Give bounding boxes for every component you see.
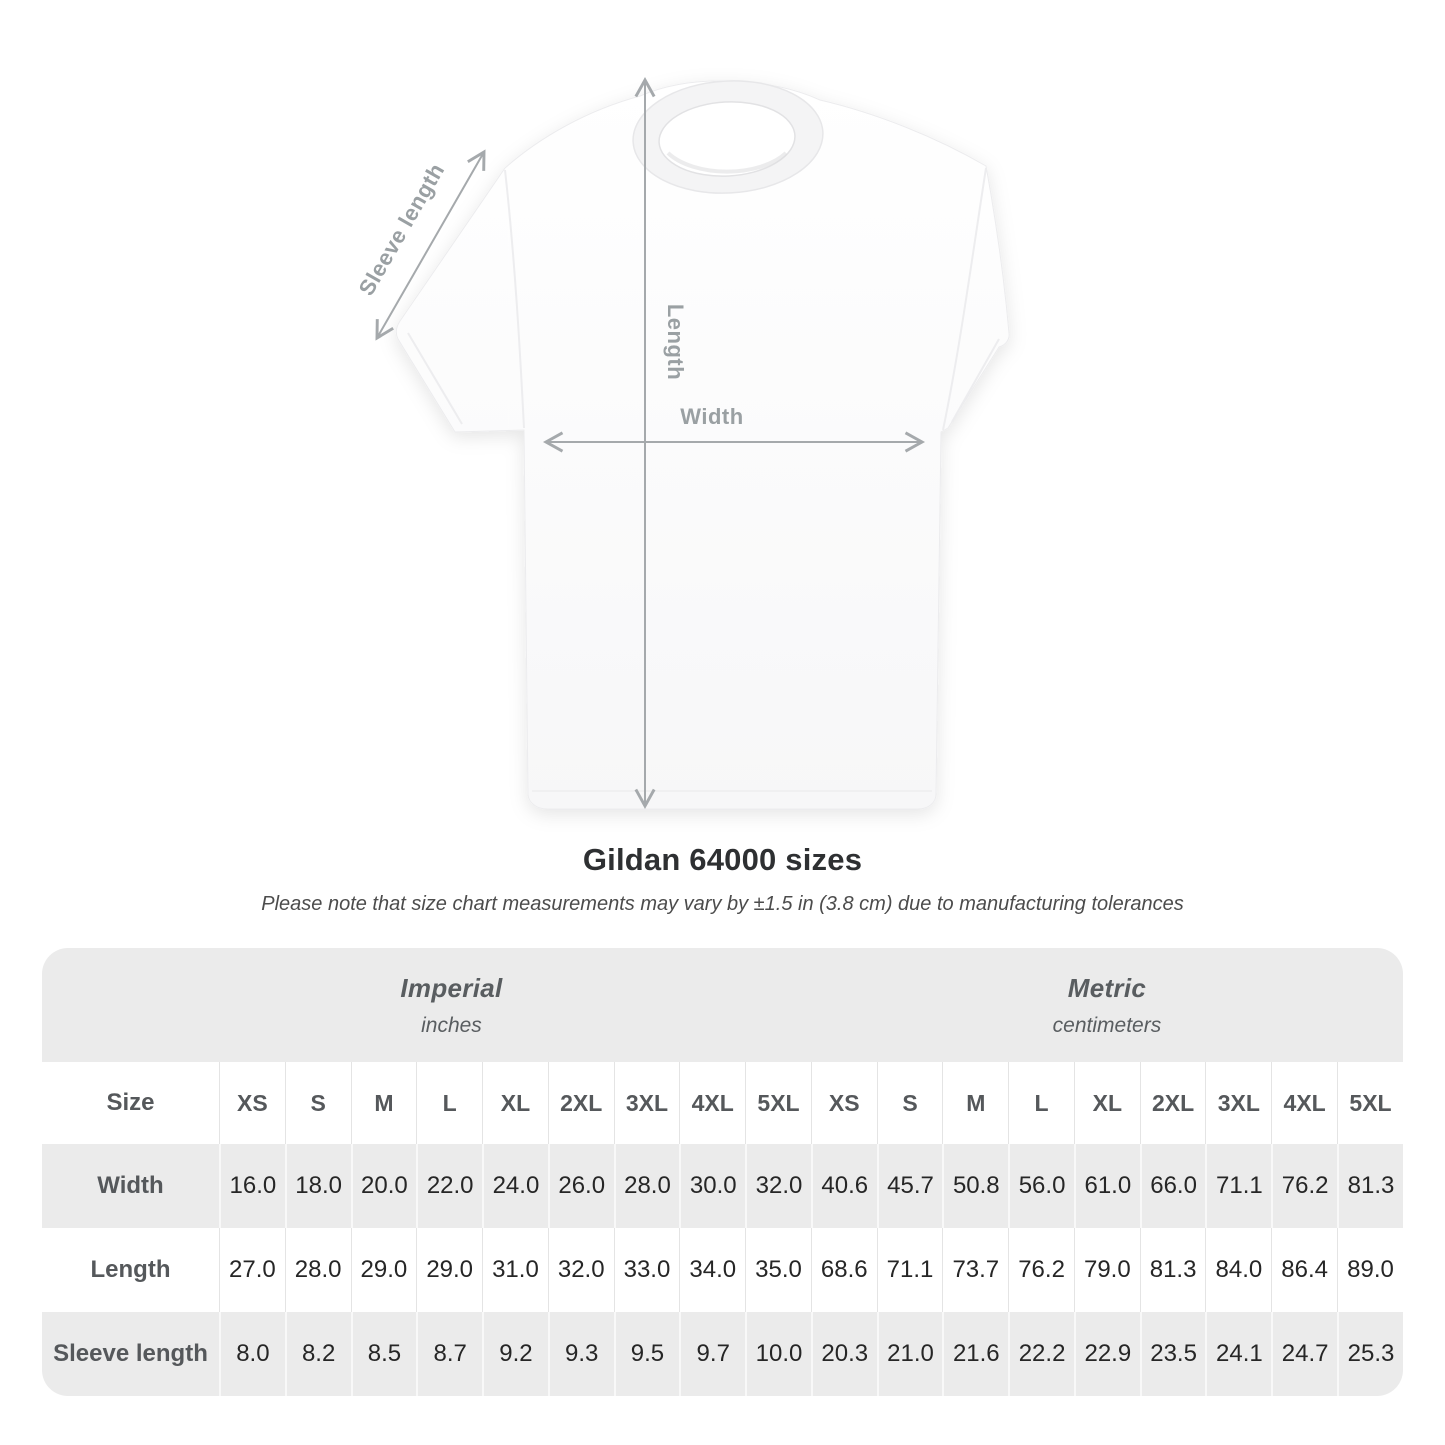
imperial-group-unit: inches: [421, 1013, 482, 1037]
value-cell: 24.0: [482, 1144, 548, 1228]
metric-group-name: Metric: [1067, 972, 1147, 1003]
size-col-header: M: [942, 1062, 1009, 1144]
value-cell: 9.3: [547, 1312, 614, 1396]
value-cell: 84.0: [1205, 1228, 1272, 1312]
size-col-header: 5XL: [745, 1062, 811, 1144]
value-cell: 9.7: [679, 1312, 746, 1396]
size-col-header: 5XL: [1337, 1062, 1403, 1144]
length-label: Length: [663, 304, 688, 380]
value-cell: 22.9: [1073, 1312, 1140, 1396]
value-cell: 20.3: [810, 1312, 877, 1396]
value-cell: 68.6: [810, 1228, 877, 1312]
page-title: Gildan 64000 sizes: [582, 842, 863, 877]
value-cell: 71.1: [876, 1228, 943, 1312]
size-col-header: XS: [219, 1062, 285, 1144]
value-cell: 25.3: [1337, 1312, 1403, 1396]
value-cell: 34.0: [679, 1228, 746, 1312]
measurement-row: Length 27.0 28.0 29.0 29.0 31.0 32.0 33.0 34.0 35…: [42, 1228, 1403, 1312]
size-col-header: 2XL: [547, 1062, 614, 1144]
value-cell: 10.0: [745, 1312, 811, 1396]
size-table-container: Imperial inches Metric centimeters Size …: [42, 948, 1403, 1396]
value-cell: 20.0: [350, 1144, 417, 1228]
value-cell: 29.0: [350, 1228, 417, 1312]
size-col-header: S: [876, 1062, 943, 1144]
value-cell: 40.6: [810, 1144, 877, 1228]
size-col-header: L: [416, 1062, 483, 1144]
size-col-header: 2XL: [1139, 1062, 1206, 1144]
size-col-header: XS: [810, 1062, 877, 1144]
unit-band-row: Imperial inches Metric centimeters: [42, 948, 1403, 1062]
size-col-header: XL: [1073, 1062, 1140, 1144]
value-cell: 33.0: [613, 1228, 680, 1312]
value-cell: 9.5: [613, 1312, 680, 1396]
value-cell: 23.5: [1139, 1312, 1206, 1396]
value-cell: 8.7: [416, 1312, 483, 1396]
value-cell: 81.3: [1337, 1144, 1403, 1228]
size-col-header: 3XL: [1205, 1062, 1272, 1144]
value-cell: 8.0: [219, 1312, 285, 1396]
value-cell: 89.0: [1337, 1228, 1403, 1312]
value-cell: 8.2: [284, 1312, 351, 1396]
width-label: Width: [680, 404, 743, 429]
imperial-group-header: Imperial inches: [42, 948, 811, 1062]
size-col-header: L: [1008, 1062, 1074, 1144]
value-cell: 29.0: [416, 1228, 483, 1312]
value-cell: 24.1: [1205, 1312, 1272, 1396]
value-cell: 35.0: [745, 1228, 811, 1312]
row-label: Length: [42, 1228, 219, 1312]
imperial-group-name: Imperial: [400, 972, 503, 1003]
value-cell: 28.0: [284, 1228, 351, 1312]
value-cell: 8.5: [350, 1312, 417, 1396]
value-cell: 71.1: [1205, 1144, 1272, 1228]
sleeve-length-arrow: [375, 149, 486, 341]
value-cell: 16.0: [219, 1144, 285, 1228]
value-cell: 56.0: [1008, 1144, 1074, 1228]
value-cell: 73.7: [942, 1228, 1009, 1312]
value-cell: 18.0: [284, 1144, 351, 1228]
metric-group-unit: centimeters: [1052, 1013, 1162, 1037]
value-cell: 45.7: [876, 1144, 943, 1228]
value-cell: 66.0: [1139, 1144, 1206, 1228]
value-cell: 61.0: [1073, 1144, 1140, 1228]
value-cell: 50.8: [942, 1144, 1009, 1228]
size-row-label: Size: [42, 1062, 219, 1144]
value-cell: 31.0: [482, 1228, 548, 1312]
value-cell: 76.2: [1008, 1228, 1074, 1312]
value-cell: 81.3: [1139, 1228, 1206, 1312]
row-label: Width: [42, 1144, 219, 1228]
value-cell: 26.0: [547, 1144, 614, 1228]
value-cell: 22.0: [416, 1144, 483, 1228]
value-cell: 22.2: [1008, 1312, 1074, 1396]
size-col-header: 3XL: [613, 1062, 680, 1144]
value-cell: 76.2: [1271, 1144, 1338, 1228]
metric-group-header: Metric centimeters: [810, 948, 1403, 1062]
size-col-header: M: [350, 1062, 417, 1144]
value-cell: 21.0: [876, 1312, 943, 1396]
size-col-header: XL: [482, 1062, 548, 1144]
value-cell: 32.0: [547, 1228, 614, 1312]
value-cell: 24.7: [1271, 1312, 1338, 1396]
measurement-rows: Width 16.0 18.0 20.0 22.0 24.0 26.0 28.0 30.0 32.…: [42, 1144, 1403, 1396]
value-cell: 86.4: [1271, 1228, 1338, 1312]
value-cell: 30.0: [679, 1144, 746, 1228]
row-label: Sleeve length: [42, 1312, 219, 1396]
size-table: Imperial inches Metric centimeters Size …: [42, 948, 1403, 1396]
size-header-row: Size XS S M L XL 2XL 3XL 4XL 5XL XS S M L XL 2XL 3XL 4XL…: [42, 1062, 1403, 1144]
size-col-header: 4XL: [1271, 1062, 1338, 1144]
size-col-header: 4XL: [679, 1062, 746, 1144]
value-cell: 27.0: [219, 1228, 285, 1312]
value-cell: 32.0: [745, 1144, 811, 1228]
value-cell: 9.2: [482, 1312, 548, 1396]
value-cell: 28.0: [613, 1144, 680, 1228]
value-cell: 79.0: [1073, 1228, 1140, 1312]
measurement-row: Sleeve length 8.0 8.2 8.5 8.7 9.2 9.3 9.5 9.7 10.…: [42, 1312, 1403, 1396]
size-col-header: S: [284, 1062, 351, 1144]
value-cell: 21.6: [942, 1312, 1009, 1396]
tshirt-measure-figure: Sleeve length Length Width: [354, 76, 1010, 810]
tolerance-note: Please note that size chart measurements…: [261, 893, 1184, 915]
measurement-row: Width 16.0 18.0 20.0 22.0 24.0 26.0 28.0 30.0 32.…: [42, 1144, 1403, 1228]
